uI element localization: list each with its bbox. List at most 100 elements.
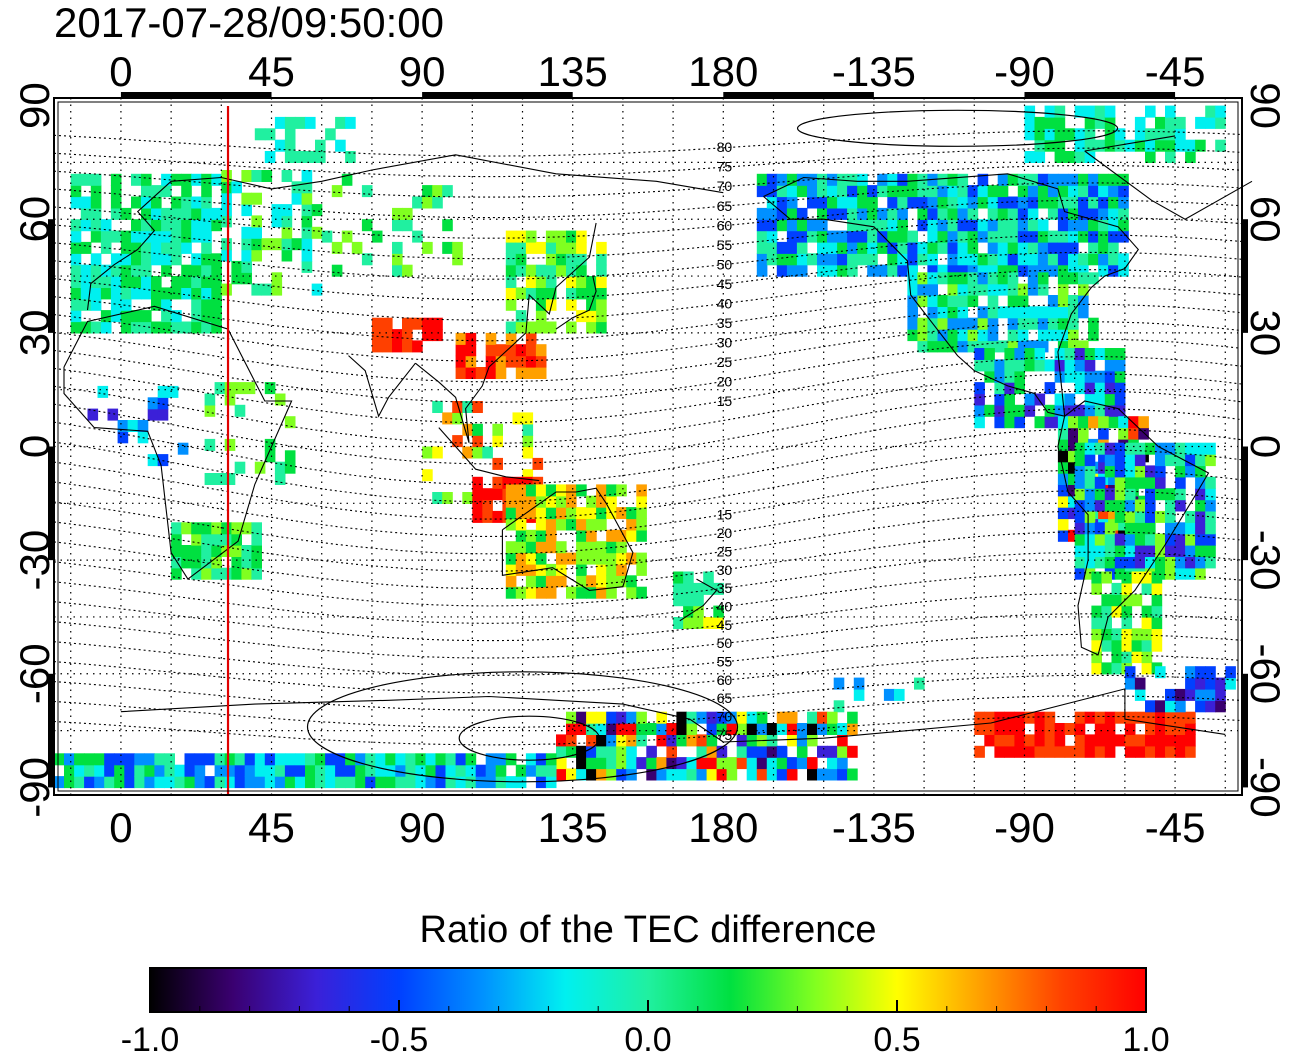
tec-data-cell (994, 734, 1005, 747)
tec-data-cell (515, 241, 527, 254)
tec-data-cell (191, 298, 202, 311)
tec-data-cell (917, 207, 928, 220)
tec-data-cell (696, 711, 708, 724)
tec-data-cell (251, 283, 262, 296)
tec-data-cell (867, 264, 878, 277)
tec-data-cell (706, 723, 718, 735)
tec-data-cell (1057, 253, 1069, 266)
tec-data-cell (131, 219, 142, 232)
tec-data-cell (181, 287, 192, 300)
tec-data-cell (157, 454, 169, 467)
tec-data-cell (1155, 116, 1166, 129)
tec-data-cell (171, 173, 182, 186)
tec-data-cell (957, 253, 969, 266)
tec-data-cell (1138, 416, 1149, 429)
tec-data-cell (977, 253, 989, 266)
tec-data-cell (211, 298, 222, 311)
tec-data-cell (1068, 185, 1079, 198)
tec-data-cell (224, 473, 236, 485)
tec-data-cell (556, 264, 567, 277)
tec-data-cell (117, 420, 129, 432)
tec-data-cell (315, 776, 326, 789)
tec-data-cell (231, 556, 242, 569)
tec-data-cell (325, 128, 336, 141)
tec-data-cell (776, 757, 788, 770)
tec-data-cell (545, 230, 557, 243)
tec-data-cell (716, 711, 728, 724)
right-tick-band (1242, 673, 1248, 788)
tec-data-cell (70, 173, 82, 186)
axis-tick-bands (48, 92, 1248, 788)
tec-data-cell (1114, 711, 1126, 724)
tec-data-cell (211, 545, 222, 557)
tec-data-cell (1007, 329, 1019, 342)
tec-data-cell (1017, 207, 1029, 220)
tec-data-cell (596, 711, 607, 724)
tec-data-cell (1084, 499, 1096, 512)
tec-data-cell (957, 317, 969, 330)
tec-data-cell (505, 332, 517, 345)
tec-data-cell (515, 552, 527, 565)
tec-data-cell (181, 264, 192, 277)
tec-data-cell (1195, 499, 1206, 512)
tec-data-cell (1078, 340, 1089, 353)
magnetic-lat-label: 65 (717, 198, 733, 214)
tec-data-cell (90, 321, 102, 334)
tec-data-cell (475, 367, 487, 379)
tec-data-cell (462, 492, 473, 504)
tec-data-cell (1175, 128, 1186, 141)
tec-data-cell (1068, 230, 1079, 243)
tec-data-cell (1128, 427, 1139, 440)
magnetic-lat-label: 45 (717, 617, 733, 633)
tec-data-cell (1017, 295, 1029, 307)
tec-data-cell (1091, 605, 1102, 618)
tec-data-cell (1017, 241, 1029, 254)
tec-data-cell (586, 287, 597, 300)
tec-data-cell (171, 522, 182, 535)
tec-data-cell (151, 230, 162, 243)
tec-data-cell (1175, 567, 1186, 580)
tec-data-cell (987, 306, 999, 319)
tec-data-cell (141, 264, 152, 277)
tec-data-cell (435, 776, 447, 789)
tec-data-cell (1007, 241, 1019, 254)
tec-data-cell (1027, 219, 1039, 232)
tec-data-cell (264, 764, 276, 777)
tec-data-cell (114, 764, 125, 777)
tec-data-cell (576, 563, 587, 576)
tec-data-cell (897, 173, 908, 186)
tec-data-cell (1145, 139, 1156, 152)
tec-data-cell (244, 764, 256, 777)
tec-data-cell (70, 321, 82, 334)
tec-data-cell (1108, 173, 1119, 186)
tec-data-cell (1074, 348, 1086, 360)
tec-data-cell (807, 768, 818, 781)
tec-data-cell (947, 340, 959, 353)
tec-data-cell (1151, 628, 1163, 641)
tec-data-cell (1185, 688, 1196, 701)
tec-data-cell (937, 196, 949, 209)
tec-data-cell (1205, 688, 1216, 701)
tec-data-cell (1084, 556, 1096, 569)
tec-data-cell (1124, 545, 1136, 557)
tec-data-cell (1004, 416, 1015, 429)
right-lat-label: 0 (1242, 435, 1289, 458)
tec-data-cell (1027, 230, 1039, 243)
tec-data-cell (1017, 196, 1029, 209)
tec-data-cell (556, 241, 567, 254)
tec-data-cell (90, 173, 102, 186)
tec-data-cell (345, 776, 356, 789)
tec-data-cell (817, 723, 828, 735)
tec-data-cell (1014, 370, 1025, 383)
tec-data-cell (147, 408, 159, 421)
tec-data-cell (224, 438, 236, 451)
tec-data-cell (1034, 348, 1046, 360)
tec-data-cell (141, 207, 152, 220)
tec-data-cell (1195, 139, 1206, 152)
tec-data-cell (556, 507, 567, 520)
tec-data-cell (505, 484, 517, 497)
plot-inner-frame (57, 101, 1239, 792)
tec-data-cell (181, 276, 192, 288)
tec-data-cell (241, 192, 252, 205)
